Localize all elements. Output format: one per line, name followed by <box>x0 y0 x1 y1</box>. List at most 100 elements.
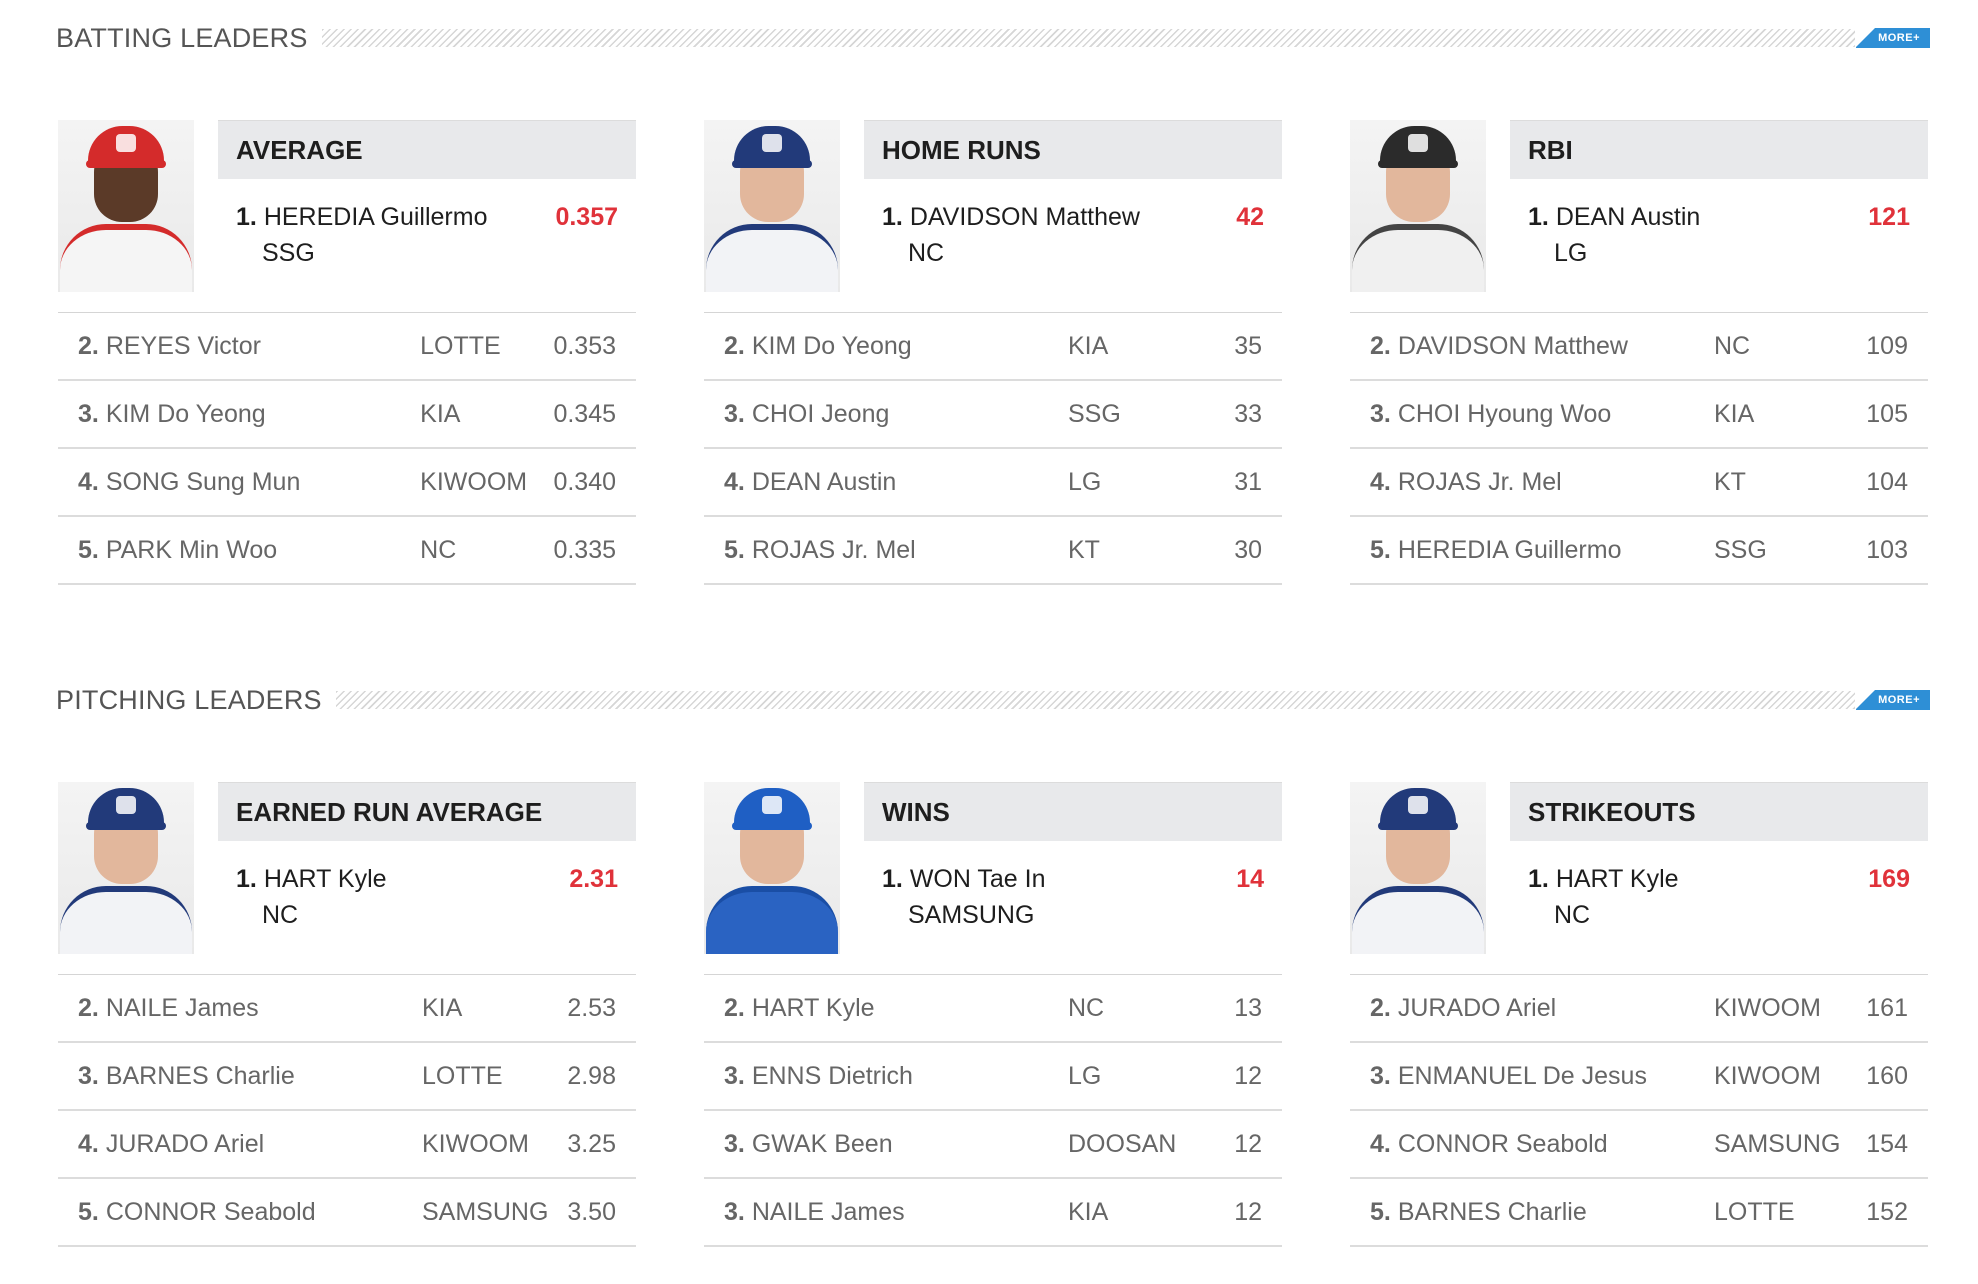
player-name-cell[interactable]: 3. KIM Do Yeong <box>58 400 420 429</box>
player-name[interactable]: HART Kyle <box>751 993 875 1022</box>
player-photo[interactable] <box>58 120 194 292</box>
player-name-cell[interactable]: 2. DAVIDSON Matthew <box>1350 332 1714 361</box>
player-name[interactable]: ROJAS Jr. Mel <box>751 535 916 564</box>
player-name[interactable]: REYES Victor <box>105 331 261 360</box>
ranking-row[interactable]: 5. PARK Min Woo NC 0.335 <box>58 517 636 585</box>
player-name[interactable]: KIM Do Yeong <box>105 399 266 428</box>
ranking-row[interactable]: 5. CONNOR Seabold SAMSUNG 3.50 <box>58 1179 636 1247</box>
ranking-row[interactable]: 3. BARNES Charlie LOTTE 2.98 <box>58 1043 636 1111</box>
player-name[interactable]: ROJAS Jr. Mel <box>1397 467 1562 496</box>
player-name-cell[interactable]: 5. CONNOR Seabold <box>58 1198 422 1227</box>
player-name[interactable]: BARNES Charlie <box>1397 1197 1587 1226</box>
player-name-cell[interactable]: 3. BARNES Charlie <box>58 1062 422 1091</box>
player-name-cell[interactable]: 2. HART Kyle <box>704 994 1068 1023</box>
player-name-cell[interactable]: 2. NAILE James <box>58 994 422 1023</box>
ranking-row[interactable]: 3. ENMANUEL De Jesus KIWOOM 160 <box>1350 1043 1928 1111</box>
pitching-more-button[interactable]: MORE+ <box>1855 690 1930 710</box>
player-photo[interactable] <box>1350 782 1486 954</box>
leader-player-name[interactable]: HEREDIA Guillermo <box>263 203 488 231</box>
leader-row[interactable]: 1. HART Kyle NC 2.31 <box>218 841 636 933</box>
leader-row[interactable]: 1. DEAN Austin LG 121 <box>1510 179 1928 271</box>
leader-name[interactable]: 1. DEAN Austin <box>1528 199 1910 235</box>
player-name-cell[interactable]: 2. JURADO Ariel <box>1350 994 1714 1023</box>
ranking-row[interactable]: 4. ROJAS Jr. Mel KT 104 <box>1350 449 1928 517</box>
ranking-row[interactable]: 2. JURADO Ariel KIWOOM 161 <box>1350 975 1928 1043</box>
ranking-row[interactable]: 4. CONNOR Seabold SAMSUNG 154 <box>1350 1111 1928 1179</box>
player-name[interactable]: CHOI Jeong <box>751 399 890 428</box>
ranking-row[interactable]: 2. KIM Do Yeong KIA 35 <box>704 313 1282 381</box>
ranking-row[interactable]: 5. BARNES Charlie LOTTE 152 <box>1350 1179 1928 1247</box>
ranking-row[interactable]: 4. SONG Sung Mun KIWOOM 0.340 <box>58 449 636 517</box>
player-name-cell[interactable]: 4. CONNOR Seabold <box>1350 1130 1714 1159</box>
player-name[interactable]: SONG Sung Mun <box>105 467 301 496</box>
player-name-cell[interactable]: 5. PARK Min Woo <box>58 536 420 565</box>
ranking-row[interactable]: 3. ENNS Dietrich LG 12 <box>704 1043 1282 1111</box>
leader-name[interactable]: 1. HART Kyle <box>1528 861 1910 897</box>
ranking-row[interactable]: 4. JURADO Ariel KIWOOM 3.25 <box>58 1111 636 1179</box>
player-name-cell[interactable]: 3. GWAK Been <box>704 1130 1068 1159</box>
leader-player-name[interactable]: HART Kyle <box>1555 865 1679 893</box>
player-name-cell[interactable]: 2. KIM Do Yeong <box>704 332 1068 361</box>
leader-player-name[interactable]: DEAN Austin <box>1555 203 1701 231</box>
ranking-row[interactable]: 4. DEAN Austin LG 31 <box>704 449 1282 517</box>
player-name-cell[interactable]: 4. JURADO Ariel <box>58 1130 422 1159</box>
player-name[interactable]: ENMANUEL De Jesus <box>1397 1061 1647 1090</box>
player-name-cell[interactable]: 3. NAILE James <box>704 1198 1068 1227</box>
leader-name[interactable]: 1. HEREDIA Guillermo <box>236 199 618 235</box>
batting-more-button[interactable]: MORE+ <box>1855 28 1930 48</box>
player-name[interactable]: JURADO Ariel <box>1397 993 1557 1022</box>
player-name-cell[interactable]: 5. BARNES Charlie <box>1350 1198 1714 1227</box>
leader-row[interactable]: 1. HEREDIA Guillermo SSG 0.357 <box>218 179 636 271</box>
ranking-row[interactable]: 2. NAILE James KIA 2.53 <box>58 975 636 1043</box>
player-name[interactable]: PARK Min Woo <box>105 535 278 564</box>
player-photo[interactable] <box>704 120 840 292</box>
player-name-cell[interactable]: 3. ENMANUEL De Jesus <box>1350 1062 1714 1091</box>
player-name[interactable]: ENNS Dietrich <box>751 1061 913 1090</box>
player-photo[interactable] <box>704 782 840 954</box>
player-name-cell[interactable]: 3. CHOI Jeong <box>704 400 1068 429</box>
player-name-cell[interactable]: 5. HEREDIA Guillermo <box>1350 536 1714 565</box>
ranking-row[interactable]: 2. HART Kyle NC 13 <box>704 975 1282 1043</box>
ranking-row[interactable]: 5. HEREDIA Guillermo SSG 103 <box>1350 517 1928 585</box>
ranking-row[interactable]: 3. GWAK Been DOOSAN 12 <box>704 1111 1282 1179</box>
leader-name[interactable]: 1. DAVIDSON Matthew <box>882 199 1264 235</box>
player-name[interactable]: CONNOR Seabold <box>105 1197 316 1226</box>
player-name-cell[interactable]: 4. DEAN Austin <box>704 468 1068 497</box>
ranking-row[interactable]: 2. REYES Victor LOTTE 0.353 <box>58 313 636 381</box>
player-name[interactable]: KIM Do Yeong <box>751 331 912 360</box>
player-name-cell[interactable]: 3. ENNS Dietrich <box>704 1062 1068 1091</box>
leader-name[interactable]: 1. HART Kyle <box>236 861 618 897</box>
player-name[interactable]: JURADO Ariel <box>105 1129 265 1158</box>
leader-player-name[interactable]: DAVIDSON Matthew <box>909 203 1140 231</box>
leader-row[interactable]: 1. DAVIDSON Matthew NC 42 <box>864 179 1282 271</box>
leader-player-name[interactable]: HART Kyle <box>263 865 387 893</box>
player-name[interactable]: GWAK Been <box>751 1129 893 1158</box>
player-name[interactable]: NAILE James <box>751 1197 905 1226</box>
player-photo[interactable] <box>1350 120 1486 292</box>
player-name[interactable]: DAVIDSON Matthew <box>1397 331 1628 360</box>
leader-name[interactable]: 1. WON Tae In <box>882 861 1264 897</box>
ranking-row[interactable]: 3. CHOI Jeong SSG 33 <box>704 381 1282 449</box>
leader-row[interactable]: 1. HART Kyle NC 169 <box>1510 841 1928 933</box>
player-name[interactable]: BARNES Charlie <box>105 1061 295 1090</box>
ranking-row[interactable]: 3. KIM Do Yeong KIA 0.345 <box>58 381 636 449</box>
ranking-row[interactable]: 2. DAVIDSON Matthew NC 109 <box>1350 313 1928 381</box>
player-name-cell[interactable]: 4. ROJAS Jr. Mel <box>1350 468 1714 497</box>
leader-value: 121 <box>1868 203 1910 231</box>
player-photo[interactable] <box>58 782 194 954</box>
player-name[interactable]: CONNOR Seabold <box>1397 1129 1608 1158</box>
player-name[interactable]: NAILE James <box>105 993 259 1022</box>
ranking-row[interactable]: 5. ROJAS Jr. Mel KT 30 <box>704 517 1282 585</box>
ranking-row[interactable]: 3. NAILE James KIA 12 <box>704 1179 1282 1247</box>
ranking-row[interactable]: 3. CHOI Hyoung Woo KIA 105 <box>1350 381 1928 449</box>
player-name[interactable]: DEAN Austin <box>751 467 897 496</box>
player-name-cell[interactable]: 3. CHOI Hyoung Woo <box>1350 400 1714 429</box>
player-name-cell[interactable]: 5. ROJAS Jr. Mel <box>704 536 1068 565</box>
player-name[interactable]: HEREDIA Guillermo <box>1397 535 1622 564</box>
player-name-cell[interactable]: 4. SONG Sung Mun <box>58 468 420 497</box>
leader-row[interactable]: 1. WON Tae In SAMSUNG 14 <box>864 841 1282 933</box>
jersey-shape <box>60 886 192 954</box>
player-name-cell[interactable]: 2. REYES Victor <box>58 332 420 361</box>
player-name[interactable]: CHOI Hyoung Woo <box>1397 399 1612 428</box>
leader-player-name[interactable]: WON Tae In <box>909 865 1046 893</box>
